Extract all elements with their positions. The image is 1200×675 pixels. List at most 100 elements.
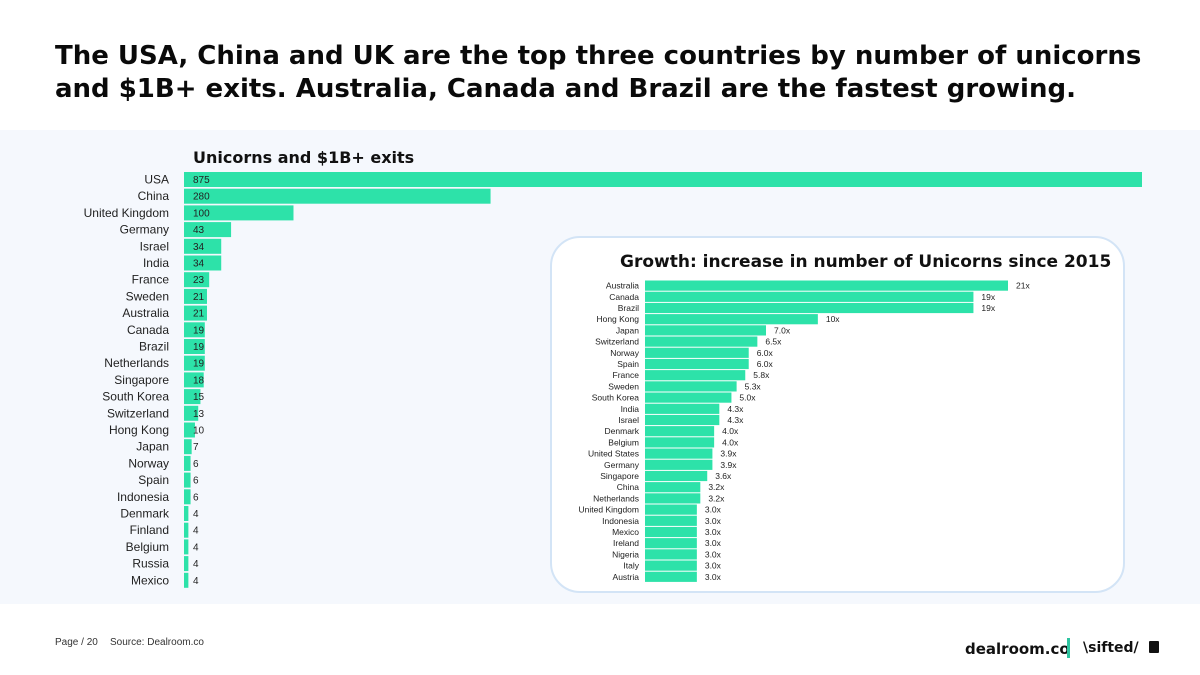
bar <box>645 448 713 459</box>
data-label: 3.0x <box>705 505 722 515</box>
data-label: 23 <box>193 275 205 286</box>
data-label: 875 <box>193 175 210 186</box>
sifted-logo: \sifted/ <box>1083 640 1139 656</box>
category-label: Denmark <box>605 426 640 436</box>
data-label: 6 <box>193 459 199 470</box>
data-label: 3.2x <box>708 493 725 503</box>
data-label: 3.0x <box>705 561 722 571</box>
category-label: Israel <box>140 239 169 253</box>
data-label: 5.0x <box>739 393 756 403</box>
category-label: Mexico <box>131 573 169 587</box>
category-label: Singapore <box>600 471 639 481</box>
category-label: Ireland <box>613 538 639 548</box>
data-label: 6.5x <box>765 337 782 347</box>
category-label: Germany <box>120 223 169 237</box>
bar <box>645 560 697 571</box>
data-label: 4.0x <box>722 426 739 436</box>
bar <box>645 538 697 549</box>
bar <box>184 288 207 304</box>
category-label: France <box>613 370 640 380</box>
data-label: 6.0x <box>757 359 774 369</box>
category-label: Germany <box>604 460 640 470</box>
bar <box>645 426 715 437</box>
data-label: 3.6x <box>715 471 732 481</box>
brand-divider <box>1067 638 1070 658</box>
unicorns-chart-title: Unicorns and $1B+ exits <box>193 148 415 167</box>
bar <box>645 347 749 358</box>
sifted-icon <box>1149 641 1159 653</box>
bar <box>645 280 1008 291</box>
data-label: 21x <box>1016 281 1030 291</box>
data-label: 4 <box>193 509 199 520</box>
dealroom-logo: dealroom.co <box>965 640 1070 658</box>
bar <box>645 403 720 414</box>
data-label: 6.0x <box>757 348 774 358</box>
category-label: Sweden <box>126 289 169 303</box>
data-label: 19 <box>193 342 205 353</box>
data-label: 10 <box>193 426 205 437</box>
data-label: 34 <box>193 259 205 270</box>
headline: The USA, China and UK are the top three … <box>55 41 1142 104</box>
data-label: 100 <box>193 208 210 219</box>
data-label: 4.3x <box>727 404 744 414</box>
category-label: France <box>132 273 170 287</box>
category-label: Netherlands <box>593 493 639 503</box>
bar <box>184 322 205 338</box>
category-label: Sweden <box>608 381 639 391</box>
category-label: Japan <box>616 325 639 335</box>
category-label: Brazil <box>618 303 639 313</box>
data-label: 3.2x <box>708 482 725 492</box>
bar <box>184 205 294 221</box>
data-label: 5.8x <box>753 370 770 380</box>
bar <box>184 572 189 588</box>
data-label: 21 <box>193 292 205 303</box>
category-label: Switzerland <box>107 406 169 420</box>
bar <box>184 556 189 572</box>
category-label: Denmark <box>120 507 170 521</box>
data-label: 4 <box>193 576 199 587</box>
data-label: 4.3x <box>727 415 744 425</box>
data-label: 5.3x <box>745 381 762 391</box>
bar <box>184 172 1142 187</box>
category-label: South Korea <box>102 390 169 404</box>
data-label: 19 <box>193 359 205 370</box>
category-label: Hong Kong <box>596 314 639 324</box>
bar <box>184 439 192 455</box>
category-label: China <box>617 482 639 492</box>
category-label: Finland <box>130 523 169 537</box>
category-label: Australia <box>122 306 169 320</box>
bar <box>184 355 205 371</box>
bar <box>645 493 701 504</box>
bar <box>645 358 749 370</box>
data-label: 18 <box>193 375 205 386</box>
bar <box>184 405 199 421</box>
category-label: Japan <box>136 440 169 454</box>
data-label: 3.0x <box>705 527 722 537</box>
category-label: Indonesia <box>117 490 169 504</box>
category-label: United States <box>588 449 639 459</box>
bar <box>184 455 191 471</box>
bar <box>184 339 205 354</box>
data-label: 43 <box>193 225 205 236</box>
category-label: Russia <box>132 557 169 571</box>
bar <box>184 472 191 488</box>
bar <box>184 539 189 555</box>
data-label: 19x <box>981 303 995 313</box>
category-label: USA <box>144 173 169 187</box>
page-number: Page / 20 <box>55 637 98 648</box>
bar <box>184 372 204 388</box>
data-label: 4 <box>193 526 199 537</box>
bar <box>645 302 974 314</box>
bar <box>645 571 697 582</box>
category-label: United Kingdom <box>84 206 169 220</box>
bar <box>645 504 697 515</box>
data-label: 3.0x <box>705 538 722 548</box>
category-label: Norway <box>610 348 640 358</box>
data-label: 3.9x <box>720 460 737 470</box>
bar <box>645 482 701 493</box>
bar <box>645 459 713 470</box>
data-label: 19x <box>981 292 995 302</box>
data-label: 6 <box>193 476 199 487</box>
data-label: 15 <box>193 392 205 403</box>
